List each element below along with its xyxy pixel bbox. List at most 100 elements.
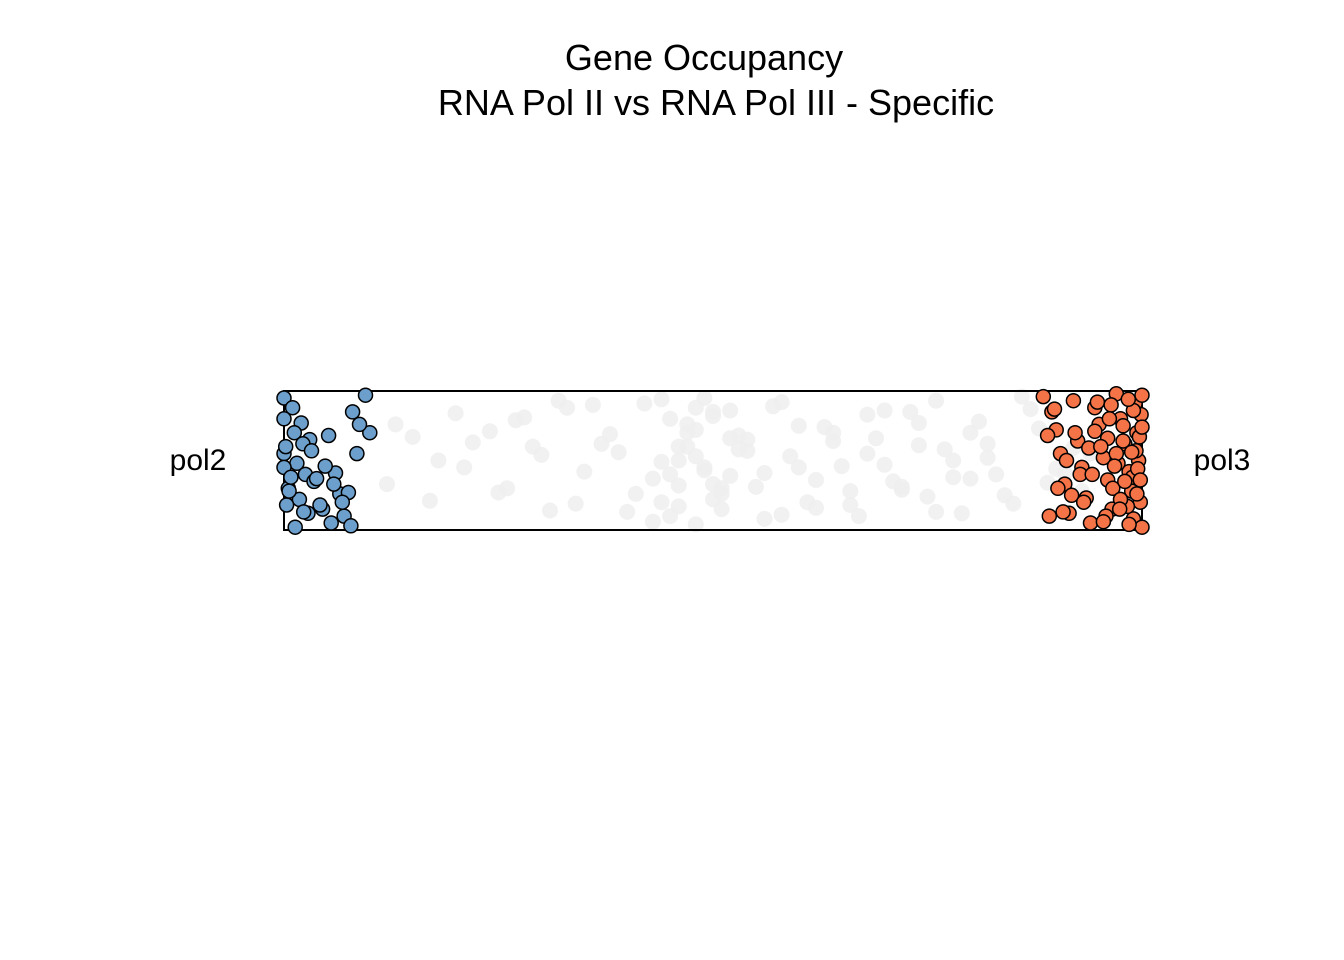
other-point — [499, 480, 516, 497]
other-point — [713, 480, 730, 497]
pol2-point — [344, 404, 361, 420]
pol3-point — [1132, 472, 1149, 488]
other-point — [859, 445, 876, 462]
other-point — [919, 488, 936, 505]
other-point — [662, 466, 679, 483]
pol3-point — [1082, 515, 1099, 531]
other-point — [910, 437, 927, 454]
pol3-point — [1115, 418, 1131, 434]
pol3-point — [1035, 388, 1052, 405]
other-point — [636, 395, 653, 412]
pol2-point — [362, 424, 378, 441]
other-point — [542, 502, 558, 519]
pol3-point — [1134, 419, 1150, 435]
other-point — [387, 416, 404, 433]
other-point — [404, 428, 421, 445]
other-point — [610, 444, 627, 461]
other-point — [945, 452, 962, 469]
other-point — [653, 391, 670, 408]
pol3-point — [1111, 501, 1128, 517]
pol3-point — [1087, 423, 1103, 440]
other-point — [945, 469, 962, 486]
pol3-point — [1134, 387, 1150, 403]
pol3-point — [1105, 480, 1121, 497]
other-point — [808, 499, 824, 516]
pol3-point — [1089, 394, 1106, 410]
other-point — [790, 417, 807, 434]
pol3-point — [1108, 445, 1125, 462]
other-point — [979, 435, 996, 452]
other-point — [773, 506, 790, 523]
other-point — [893, 478, 910, 495]
pol3-points-layer — [1035, 386, 1150, 535]
other-point — [859, 406, 876, 423]
other-point — [567, 495, 584, 512]
pol2-points-layer — [276, 387, 378, 535]
pol3-point — [1106, 458, 1123, 474]
other-point — [687, 399, 704, 416]
pol2-point — [343, 518, 359, 534]
pol3-point — [1063, 487, 1080, 504]
other-point — [730, 441, 747, 458]
other-point — [456, 459, 473, 476]
other-point — [379, 476, 395, 493]
pol2-point — [349, 445, 365, 462]
other-point — [644, 513, 661, 530]
chart-title: Gene Occupancy — [565, 37, 843, 78]
pol3-point — [1134, 519, 1150, 535]
pol2-point — [303, 443, 320, 459]
pol3-point — [1095, 513, 1112, 530]
pol2-point — [326, 476, 342, 492]
other-point — [825, 424, 842, 441]
pol2-point — [283, 469, 299, 485]
pol3-point — [1121, 516, 1137, 533]
other-point — [696, 459, 713, 476]
other-point — [687, 516, 704, 533]
other-point — [971, 413, 987, 430]
pol3-point — [1101, 411, 1118, 427]
pol3-point — [1129, 486, 1145, 502]
pol3-point — [1041, 508, 1058, 524]
other-point — [756, 510, 773, 527]
other-point — [705, 403, 721, 420]
pol3-point — [1058, 452, 1075, 469]
other-point — [713, 501, 730, 518]
pol2-point — [281, 483, 297, 499]
pol2-point — [277, 438, 294, 455]
pol2-point — [323, 515, 339, 531]
other-point — [747, 478, 764, 495]
pol3-point — [1103, 397, 1119, 413]
pol3-point — [1075, 494, 1092, 510]
other-point — [842, 483, 859, 500]
pol3-point — [1050, 480, 1066, 497]
other-point — [773, 394, 790, 411]
pol3-point — [1120, 391, 1137, 408]
other-point — [928, 392, 945, 409]
pol3-point — [1055, 504, 1071, 520]
other-point — [833, 458, 850, 475]
other-point — [464, 434, 481, 451]
other-point — [679, 416, 696, 433]
other-point — [910, 415, 927, 431]
other-point — [808, 472, 824, 488]
other-point — [1056, 465, 1073, 481]
other-point — [722, 467, 739, 484]
other-point — [979, 449, 996, 466]
pol2-point — [312, 497, 328, 513]
other-point — [653, 494, 670, 511]
other-point — [1005, 495, 1022, 512]
pol3-point — [1039, 427, 1056, 444]
other-point — [928, 503, 945, 520]
other-point — [1013, 388, 1030, 405]
other-point — [524, 438, 541, 455]
other-point — [670, 452, 687, 469]
other-point — [876, 456, 893, 473]
other-point — [1022, 401, 1039, 418]
other-point — [627, 485, 644, 502]
pol2-point — [334, 494, 351, 510]
pol2-point — [317, 458, 333, 474]
other-point — [602, 426, 618, 443]
other-point — [670, 477, 687, 494]
pol3-point — [1117, 473, 1133, 490]
